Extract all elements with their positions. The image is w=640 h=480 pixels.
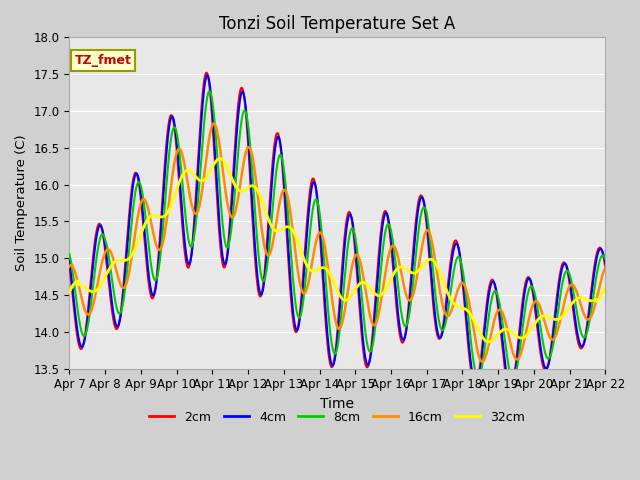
Title: Tonzi Soil Temperature Set A: Tonzi Soil Temperature Set A <box>220 15 456 33</box>
Y-axis label: Soil Temperature (C): Soil Temperature (C) <box>15 134 28 271</box>
X-axis label: Time: Time <box>321 397 355 411</box>
Text: TZ_fmet: TZ_fmet <box>75 54 132 67</box>
Legend: 2cm, 4cm, 8cm, 16cm, 32cm: 2cm, 4cm, 8cm, 16cm, 32cm <box>145 406 531 429</box>
